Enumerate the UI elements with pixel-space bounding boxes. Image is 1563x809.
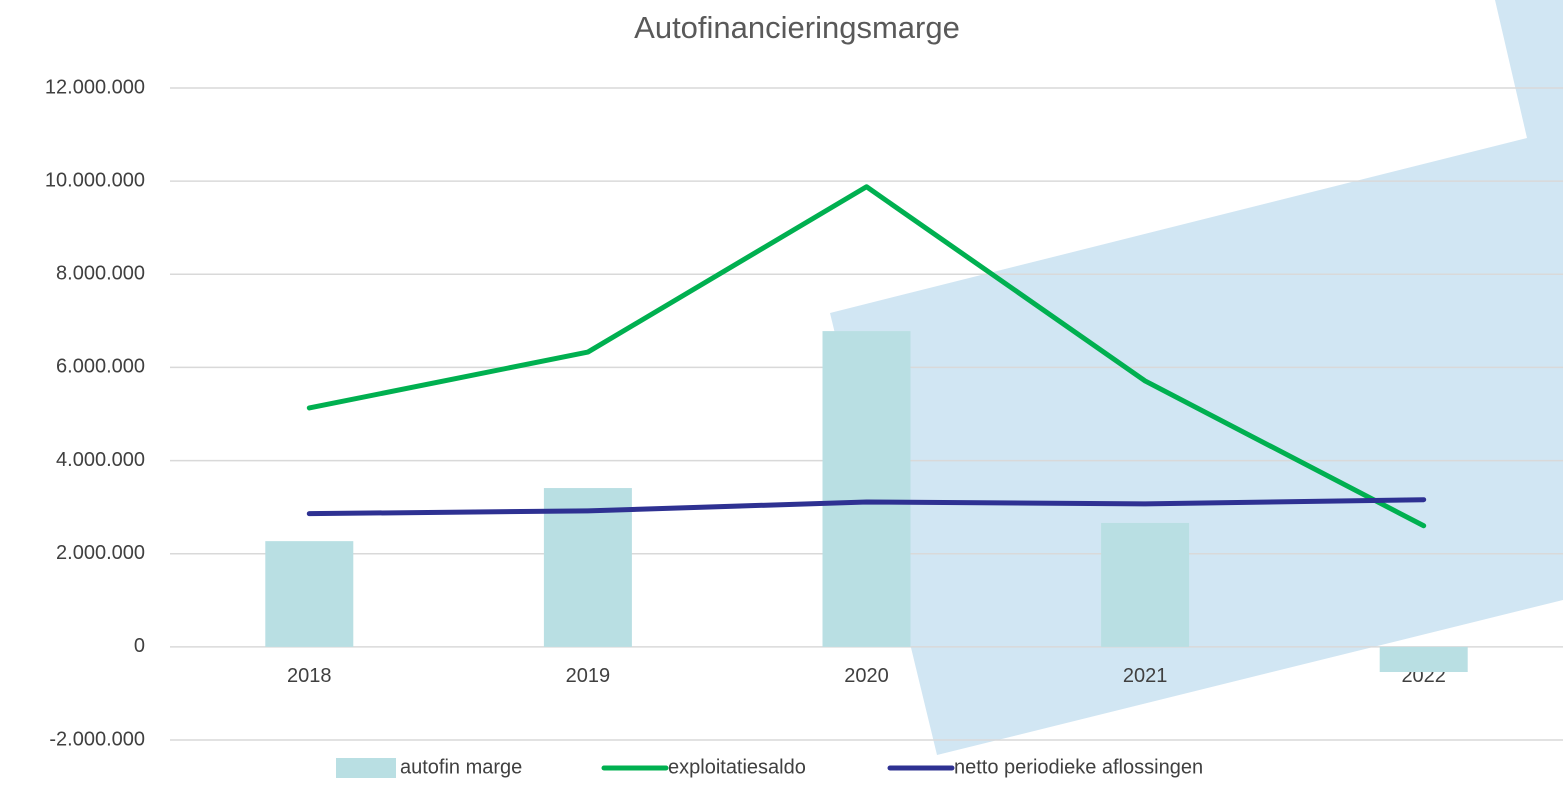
- x-tick-label: 2020: [844, 665, 889, 687]
- legend: autofin marge exploitatiesaldo netto perio…: [336, 756, 1203, 778]
- bar: [1101, 523, 1189, 647]
- y-tick-label: 6.000.000: [56, 356, 145, 378]
- chart: Autofinancieringsmarge -2.000.000 0 2.000.…: [0, 0, 1563, 809]
- y-tick-label: 2.000.000: [56, 542, 145, 564]
- bar: [265, 541, 353, 647]
- y-tick-label: 12.000.000: [45, 76, 145, 98]
- x-tick-label: 2018: [287, 665, 332, 687]
- y-tick-label: 4.000.000: [56, 449, 145, 471]
- bar: [823, 331, 911, 647]
- y-tick-label: 0: [134, 635, 145, 657]
- bar: [1380, 647, 1468, 672]
- y-tick-label: 8.000.000: [56, 263, 145, 285]
- legend-label: autofin marge: [400, 756, 522, 778]
- x-tick-label: 2019: [566, 665, 611, 687]
- legend-label: netto periodieke aflossingen: [954, 756, 1203, 778]
- legend-label: exploitatiesaldo: [668, 756, 806, 778]
- y-tick-label: -2.000.000: [49, 728, 145, 750]
- x-tick-label: 2021: [1123, 665, 1168, 687]
- background-shape: [830, 0, 1563, 755]
- legend-swatch: [336, 758, 396, 778]
- chart-title: Autofinancieringsmarge: [634, 10, 960, 45]
- y-tick-label: 10.000.000: [45, 169, 145, 191]
